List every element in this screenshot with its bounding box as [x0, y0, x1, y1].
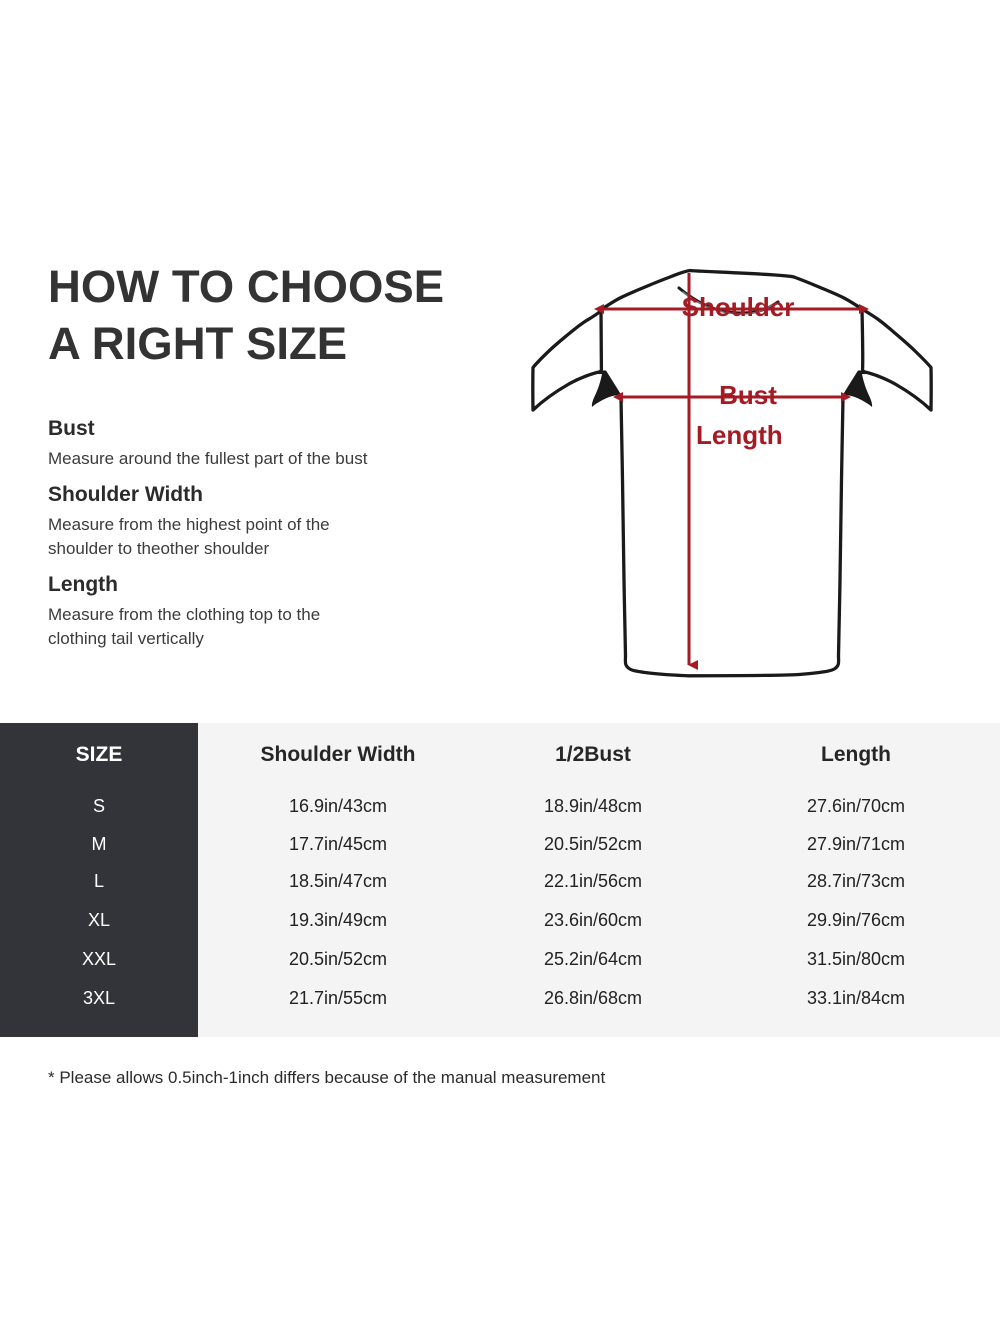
svg-text:Length: Length — [696, 420, 783, 450]
svg-text:Bust: Bust — [719, 380, 777, 410]
svg-text:Shoulder: Shoulder — [682, 292, 795, 322]
